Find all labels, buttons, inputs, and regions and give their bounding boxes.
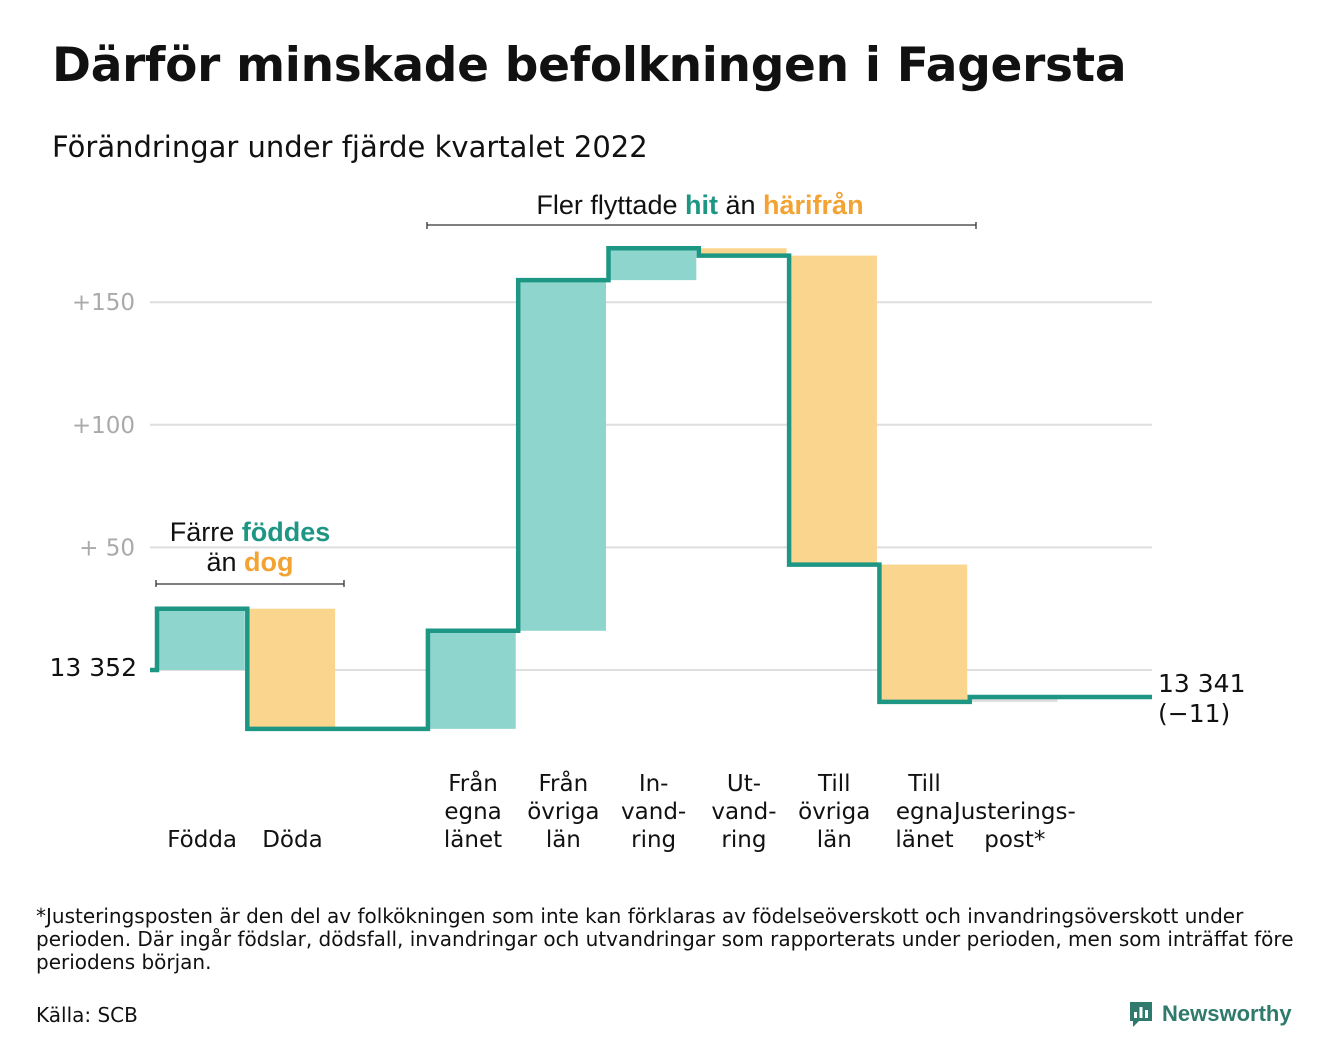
x-axis-label: Till: [907, 771, 941, 797]
x-axis-label: Från: [539, 769, 589, 797]
births-annotation: Färre föddes än dog: [155, 517, 345, 587]
x-axis-label: länet: [895, 827, 953, 853]
x-axis-label: egna: [444, 799, 501, 825]
footnote: *Justeringsposten är den del av folkökni…: [36, 904, 1294, 974]
x-axis-label: Födda: [167, 827, 237, 853]
births-annotation-bracket: [155, 580, 345, 587]
x-axis-label: post*: [984, 827, 1045, 853]
deaths-highlight-text: dog: [244, 547, 293, 577]
waterfall-bar: [790, 255, 877, 565]
migration-harifran-text: härifrån: [763, 190, 864, 220]
deaths-annotation-text: än: [206, 547, 244, 577]
x-axis-category-labels: Födda DödaFrånegnalänetFrånövrigalänIn-va…: [167, 769, 1076, 853]
waterfall-bar: [429, 630, 516, 729]
x-axis-label: länet: [444, 827, 502, 853]
waterfall-bar: [158, 608, 245, 670]
births-highlight-text: föddes: [242, 517, 331, 547]
waterfall-bar: [610, 248, 697, 281]
x-axis-label: Till: [817, 771, 851, 797]
x-axis-label: län: [817, 827, 852, 853]
end-value-label: 13 341: [1158, 669, 1245, 698]
x-axis-label: ring: [721, 827, 766, 853]
waterfall-bar: [700, 248, 787, 256]
x-axis-label: egna: [896, 799, 953, 825]
end-change-label: (−11): [1158, 699, 1230, 728]
waterfall-bar: [971, 696, 1058, 702]
svg-text:Fler flyttade hit än härifrån: Fler flyttade hit än härifrån: [536, 190, 863, 220]
cumulative-step-line: [150, 246, 1152, 732]
bars: [158, 248, 1058, 729]
x-axis-label: län: [546, 827, 581, 853]
waterfall-bar: [880, 564, 968, 702]
svg-text:än dog: än dog: [206, 547, 293, 577]
start-value-label: 13 352: [50, 653, 137, 682]
migration-annotation-text: Fler flyttade: [536, 190, 685, 220]
migration-hit-text: hit: [685, 190, 718, 220]
waterfall-bar: [248, 608, 336, 729]
bar-chart-speech-bubble-icon: [1130, 1002, 1152, 1027]
x-axis-label: vand-: [711, 799, 776, 825]
x-axis-label: In-: [639, 771, 669, 797]
y-axis-tick-labels: + 50 +100 +150: [72, 290, 135, 561]
x-axis-label: Från: [448, 769, 498, 797]
x-axis-label: övriga: [527, 799, 599, 825]
migration-annotation: Fler flyttade hit än härifrån: [426, 190, 977, 229]
waterfall-bar: [519, 280, 606, 631]
migration-annotation-bracket: [426, 222, 977, 229]
source-label: Källa: SCB: [36, 1003, 138, 1027]
brand-name: Newsworthy: [1162, 1001, 1292, 1026]
x-axis-label: övriga: [798, 799, 870, 825]
waterfall-chart: + 50+100+150 Födda DödaFrånegnalänetFrånö…: [50, 190, 1246, 853]
x-axis-label: ring: [631, 827, 676, 853]
x-axis-label: vand-: [621, 799, 686, 825]
x-axis-label: Döda: [262, 827, 322, 853]
svg-text:Färre föddes: Färre föddes: [170, 517, 331, 547]
chart-subtitle: Förändringar under fjärde kvartalet 2022: [52, 130, 648, 164]
y-tick-label: +100: [72, 413, 135, 439]
brand-logo: Newsworthy: [1128, 998, 1292, 1030]
x-axis-label: Ut-: [727, 771, 761, 797]
chart-title: Därför minskade befolkningen i Fagersta: [52, 38, 1127, 93]
births-annotation-text: Färre: [170, 517, 242, 547]
y-tick-label: +150: [72, 290, 135, 316]
x-axis-label: Justerings-: [952, 799, 1076, 825]
migration-middle-text: än: [718, 190, 763, 220]
y-tick-label: + 50: [79, 535, 135, 561]
